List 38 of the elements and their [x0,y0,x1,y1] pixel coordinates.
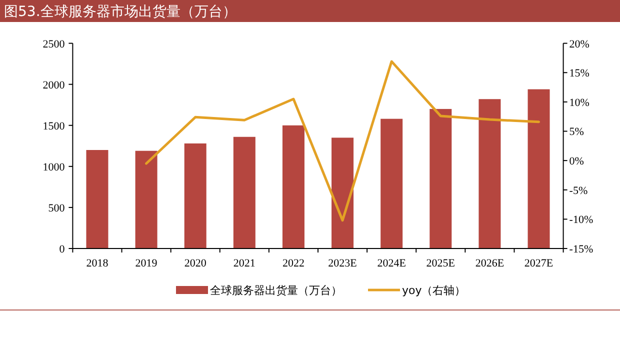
bar [430,108,452,248]
y2-tick-label: -5% [569,184,588,197]
x-tick-label: 2020 [184,258,207,270]
x-tick-label: 2025E [426,258,456,270]
line-series [145,60,540,222]
y2-tick-label: -10% [569,214,594,226]
bar [478,99,501,248]
y2-tick-label: 0% [569,156,584,168]
x-tick-label: 2019 [135,258,158,270]
legend-label: 全球服务器出货量（万台） [210,284,342,297]
x-tick-label: 2022 [282,258,304,270]
legend-label: yoy（右轴） [402,284,466,297]
bar [135,150,158,248]
x-tick-label: 2018 [86,258,109,270]
y-tick-label: 500 [48,202,66,214]
x-tick-label: 2021 [233,258,256,270]
y-tick-label: 1000 [42,161,66,174]
x-tick-label: 2023E [328,258,358,270]
bar [233,136,256,248]
y-tick-label: 1500 [42,120,66,132]
bar [332,138,354,248]
bar [184,143,206,248]
y-tick-label: 0 [59,244,66,256]
chart-title: 图53.全球服务器市场出货量（万台） [4,4,236,20]
y-tick-label: 2500 [42,38,66,50]
bar [86,150,108,248]
y2-tick-label: 15% [569,68,590,80]
bar [282,125,304,248]
bar [380,118,403,248]
y2-tick-label: -15% [569,244,594,256]
y-tick-label: 2000 [42,79,66,92]
x-tick-label: 2024E [377,258,406,270]
bar [528,89,550,248]
y2-tick-label: 5% [569,126,584,138]
y2-tick-label: 20% [569,38,590,50]
x-tick-label: 2027E [524,258,554,270]
x-tick-label: 2026E [475,258,504,270]
y2-tick-label: 10% [569,96,590,109]
